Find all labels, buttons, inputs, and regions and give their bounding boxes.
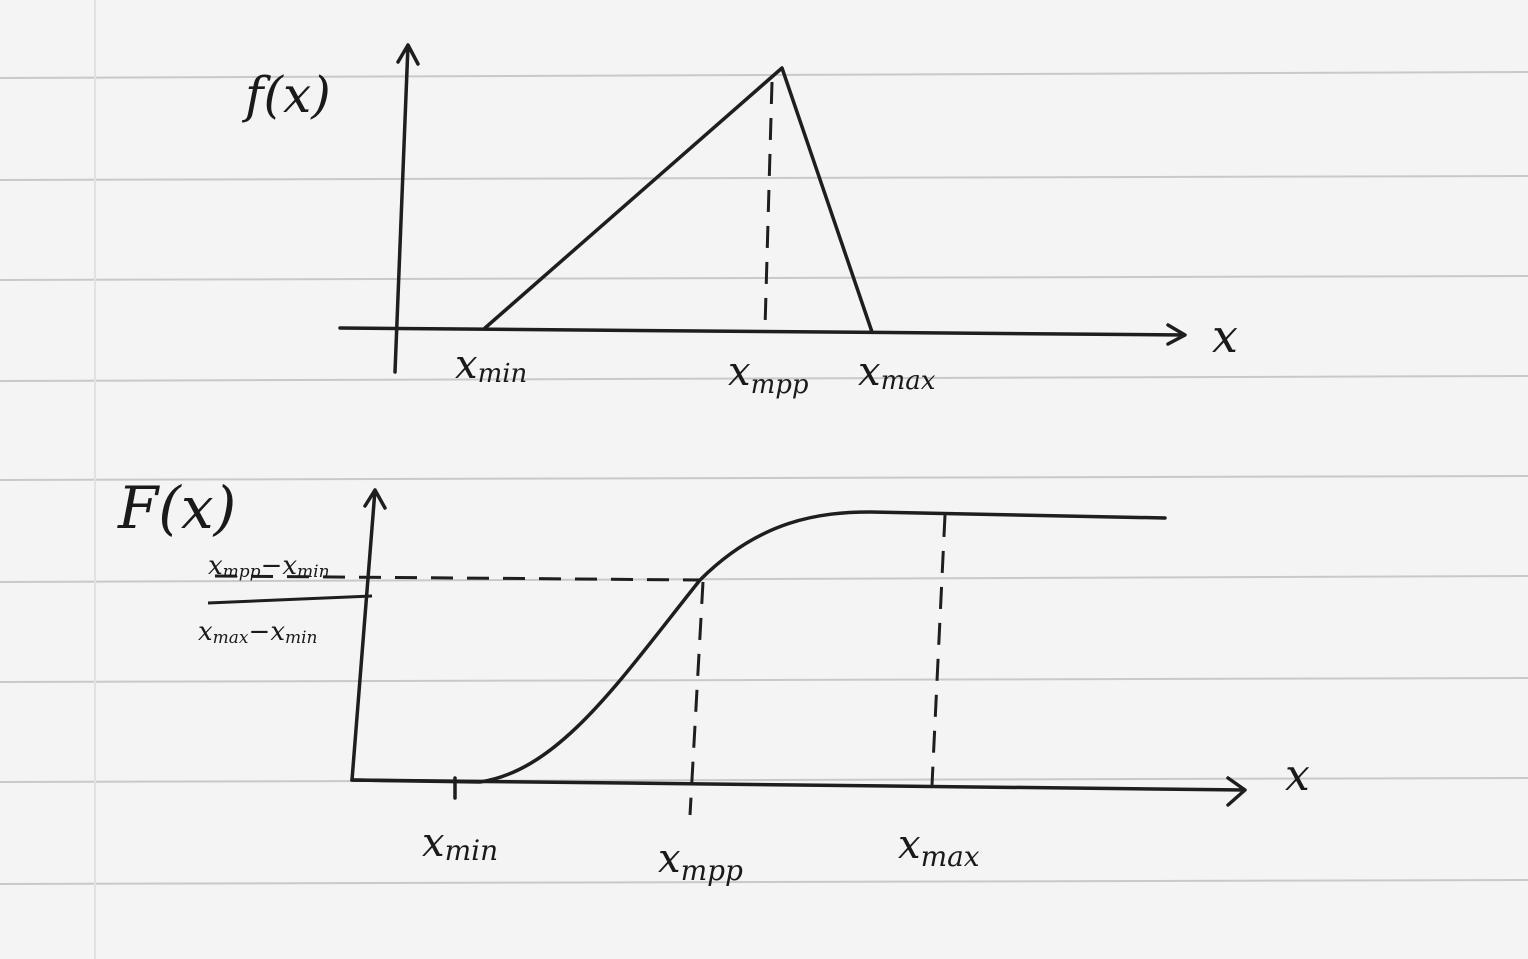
label-part: x	[282, 551, 297, 581]
label-part: x	[455, 342, 478, 388]
label-part: x	[270, 617, 285, 647]
label-part: x	[658, 836, 681, 882]
label-part: min	[297, 562, 330, 582]
diagram: f(x) x xmin xmpp xmax F(x) x xmpp−xmin x…	[0, 0, 1528, 959]
label-part: max	[881, 366, 936, 396]
x-label: x	[1212, 309, 1238, 363]
label-part: x	[422, 820, 445, 866]
label-part: x	[208, 551, 223, 581]
label-part: x	[728, 349, 751, 395]
label-part: max	[213, 628, 249, 648]
label-part: min	[445, 834, 499, 867]
label-part: mpp	[223, 562, 261, 582]
label-part: min	[285, 628, 318, 648]
label-part: x	[898, 822, 921, 868]
label-part: mpp	[681, 854, 743, 887]
label-part: x	[198, 617, 213, 647]
y-label: f(x)	[241, 66, 331, 124]
label-part: x	[858, 349, 881, 395]
label-part: max	[921, 840, 980, 873]
x-label: x	[1285, 750, 1310, 801]
label-part: min	[478, 359, 528, 389]
label-part: mpp	[751, 370, 809, 400]
label-part: −	[249, 617, 271, 647]
label-part: −	[261, 551, 283, 581]
y-label: F(x)	[117, 474, 236, 542]
